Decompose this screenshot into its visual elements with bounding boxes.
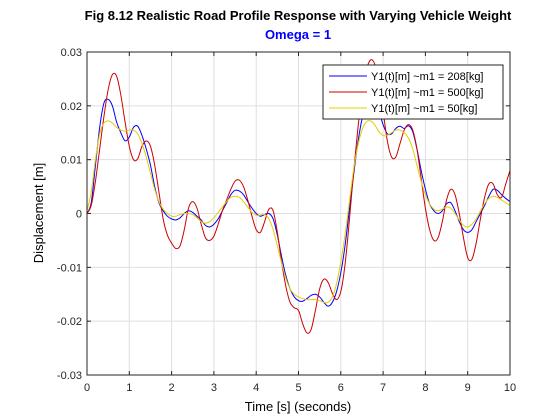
x-axis-label: Time [s] (seconds) — [245, 399, 351, 414]
y-axis-label: Displacement [m] — [31, 163, 46, 263]
legend-entry: Y1(t)[m] ~m1 = 500[kg] — [371, 87, 484, 99]
x-tick-label: 5 — [295, 382, 301, 394]
y-tick-label: 0.03 — [61, 47, 82, 59]
x-tick-label: 7 — [380, 382, 386, 394]
x-tick-label: 10 — [504, 382, 516, 394]
x-tick-label: 9 — [465, 382, 471, 394]
y-tick-label: 0.02 — [61, 101, 82, 113]
x-tick-label: 4 — [253, 382, 259, 394]
legend-entry: Y1(t)[m] ~m1 = 50[kg] — [371, 103, 477, 115]
y-tick-label: -0.02 — [57, 316, 82, 328]
legend: Y1(t)[m] ~m1 = 208[kg] Y1(t)[m] ~m1 = 500… — [322, 64, 504, 120]
x-tick-label: 8 — [422, 382, 428, 394]
y-tick-label: 0 — [76, 209, 82, 221]
chart-subtitle: Omega = 1 — [265, 27, 331, 42]
legend-box — [322, 64, 504, 120]
legend-entry: Y1(t)[m] ~m1 = 208[kg] — [371, 71, 484, 83]
y-tick-label: -0.03 — [57, 370, 82, 382]
x-tick-label: 3 — [211, 382, 217, 394]
tick-labels: 0 1 2 3 4 5 6 7 8 9 10 -0.03 -0.02 -0.01 0 0.01 0.02 0.03 — [57, 47, 516, 394]
tick-marks — [86, 51, 511, 376]
y-tick-label: 0.01 — [61, 155, 82, 167]
x-tick-label: 0 — [84, 382, 90, 394]
x-tick-label: 6 — [338, 382, 344, 394]
series-line-2 — [86, 120, 511, 304]
series-line-1 — [86, 59, 511, 334]
x-tick-label: 2 — [169, 382, 175, 394]
x-tick-label: 1 — [126, 382, 132, 394]
y-tick-label: -0.01 — [57, 262, 82, 274]
series-layer — [86, 59, 511, 334]
chart-title: Fig 8.12 Realistic Road Profile Response… — [85, 8, 512, 23]
